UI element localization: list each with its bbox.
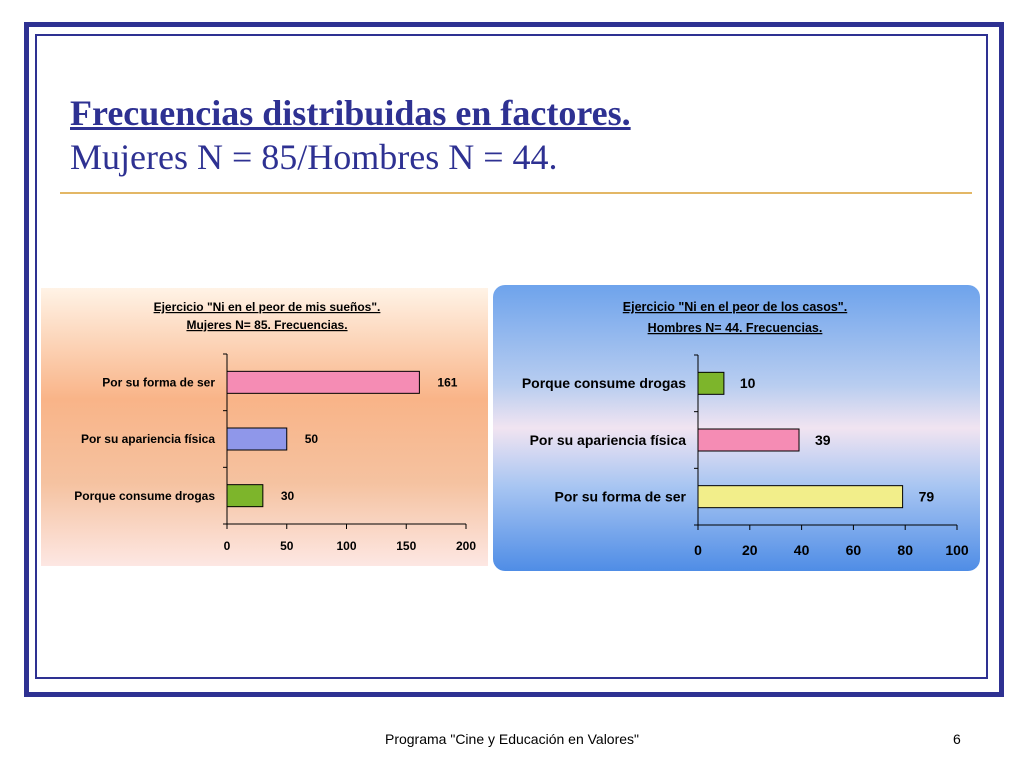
chart-hombres-bar (697, 485, 904, 509)
chart-hombres-x-tick-label: 100 (945, 542, 969, 558)
chart-hombres-title-line2: Hombres N= 44. Frecuencias. (648, 321, 823, 335)
chart-mujeres-x-tick-label: 100 (336, 539, 356, 553)
slide-title: Frecuencias distribuidas en factores. (70, 93, 631, 133)
slide-subtitle: Mujeres N = 85/Hombres N = 44. (70, 137, 558, 177)
chart-hombres-x-tick-label: 80 (897, 542, 913, 558)
chart-hombres-bar (697, 371, 725, 395)
chart-hombres: Ejercicio "Ni en el peor de los casos". … (493, 285, 980, 571)
chart-mujeres: Ejercicio "Ni en el peor de mis sueños".… (41, 288, 488, 566)
chart-mujeres-value-label: 50 (305, 432, 319, 446)
chart-mujeres-category-label: Por su forma de ser (102, 376, 215, 390)
title-divider (60, 192, 972, 194)
chart-hombres-svg: Ejercicio "Ni en el peor de los casos". … (522, 300, 969, 558)
chart-hombres-category-label: Por su forma de ser (555, 489, 687, 505)
chart-hombres-bar (697, 428, 800, 452)
chart-mujeres-x-tick-label: 150 (396, 539, 416, 553)
chart-mujeres-x-tick-label: 0 (224, 539, 231, 553)
chart-mujeres-title-line1: Ejercicio "Ni en el peor de mis sueños". (154, 300, 381, 314)
chart-hombres-value-label: 10 (740, 375, 756, 391)
chart-mujeres-bar (226, 427, 288, 451)
chart-hombres-category-label: Porque consume drogas (522, 375, 686, 391)
chart-hombres-value-label: 79 (919, 489, 935, 505)
chart-mujeres-category-label: Porque consume drogas (74, 489, 215, 503)
chart-hombres-x-tick-label: 40 (794, 542, 810, 558)
chart-mujeres-bar (226, 370, 420, 394)
chart-hombres-value-label: 39 (815, 432, 831, 448)
chart-hombres-x-tick-label: 20 (742, 542, 758, 558)
chart-mujeres-title-line2: Mujeres N= 85. Frecuencias. (186, 318, 347, 332)
chart-hombres-title-line1: Ejercicio "Ni en el peor de los casos". (623, 300, 847, 314)
page-number: 6 (953, 731, 961, 747)
chart-mujeres-x-tick-label: 50 (280, 539, 294, 553)
chart-hombres-category-label: Por su apariencia física (530, 432, 687, 448)
chart-mujeres-value-label: 30 (281, 489, 295, 503)
chart-mujeres-bar (226, 484, 264, 508)
footer-program: Programa "Cine y Educación en Valores" (384, 731, 640, 747)
slide-inner-frame (35, 34, 988, 679)
chart-mujeres-x-tick-label: 200 (456, 539, 476, 553)
chart-mujeres-category-label: Por su apariencia física (81, 432, 215, 446)
chart-hombres-x-tick-label: 0 (694, 542, 702, 558)
chart-mujeres-svg: Ejercicio "Ni en el peor de mis sueños".… (74, 300, 476, 553)
chart-hombres-x-tick-label: 60 (846, 542, 862, 558)
chart-mujeres-value-label: 161 (437, 376, 457, 390)
slide-outer-frame (24, 22, 1004, 697)
